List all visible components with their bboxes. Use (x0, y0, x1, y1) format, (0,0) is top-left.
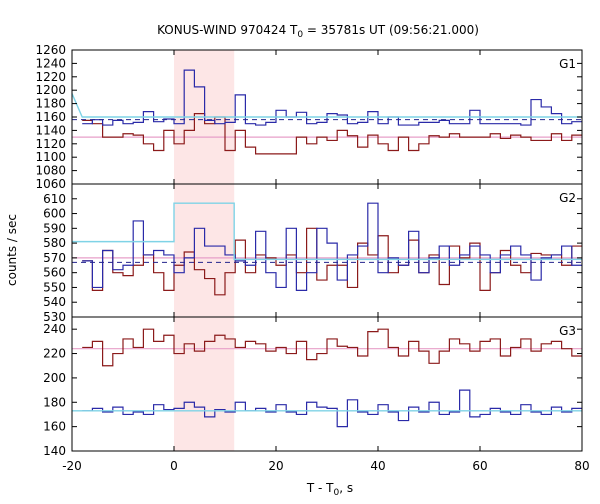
y-tick-label: 1220 (35, 70, 66, 84)
x-tick-label: 60 (472, 459, 487, 473)
y-tick-label: 600 (43, 207, 66, 221)
y-tick-label: 1240 (35, 56, 66, 70)
y-tick-label: 200 (43, 371, 66, 385)
red-series-line (82, 113, 582, 155)
y-axis-title: counts / sec (5, 214, 19, 286)
y-tick-label: 1180 (35, 97, 66, 111)
blue-series-line (82, 202, 582, 291)
y-tick-label: 560 (43, 266, 66, 280)
red-series-line (82, 227, 582, 296)
x-axis-title: T - T0, s (306, 481, 353, 498)
y-tick-label: 570 (43, 251, 66, 265)
y-tick-label: 1080 (35, 164, 66, 178)
y-tick-label: 1060 (35, 177, 66, 191)
y-tick-label: 590 (43, 221, 66, 235)
panel-label-g3: G3 (559, 324, 576, 338)
y-tick-label: 220 (43, 347, 66, 361)
blue-series-line (82, 69, 582, 126)
y-tick-label: 1120 (35, 137, 66, 151)
y-tick-label: 530 (43, 310, 66, 324)
y-tick-label: 550 (43, 280, 66, 294)
blue-series-line (82, 389, 582, 428)
chart-title: KONUS-WIND 970424 T0 = 35781s UT (09:56:… (157, 23, 479, 40)
y-tick-label: 540 (43, 295, 66, 309)
panel-g1: 1060108011001120114011601180120012201240… (35, 43, 583, 191)
x-tick-label: 40 (370, 459, 385, 473)
x-tick-label: 20 (268, 459, 283, 473)
cyan-fit-line (72, 202, 582, 261)
y-tick-label: 1140 (35, 123, 66, 137)
y-tick-label: 1100 (35, 150, 66, 164)
panel-label-g1: G1 (559, 57, 576, 71)
x-tick-label: 0 (170, 459, 178, 473)
y-tick-label: 580 (43, 236, 66, 250)
y-tick-label: 1260 (35, 43, 66, 57)
y-tick-label: 140 (43, 444, 66, 458)
x-tick-label: 80 (574, 459, 589, 473)
y-tick-label: 160 (43, 420, 66, 434)
y-tick-label: 240 (43, 322, 66, 336)
x-tick-label: -20 (62, 459, 82, 473)
panel-g3: 140 160 180 200 220 240 G3 (43, 316, 583, 458)
y-tick-label: 180 (43, 395, 66, 409)
y-tick-label: 610 (43, 192, 66, 206)
y-tick-label: 1200 (35, 83, 66, 97)
y-tick-label: 1160 (35, 110, 66, 124)
red-series-line (82, 328, 582, 367)
cyan-fit-line (71, 93, 582, 118)
panel-label-g2: G2 (559, 191, 576, 205)
panel-frame (71, 316, 583, 452)
plot-layer: 1060108011001120114011601180120012201240… (35, 43, 589, 473)
